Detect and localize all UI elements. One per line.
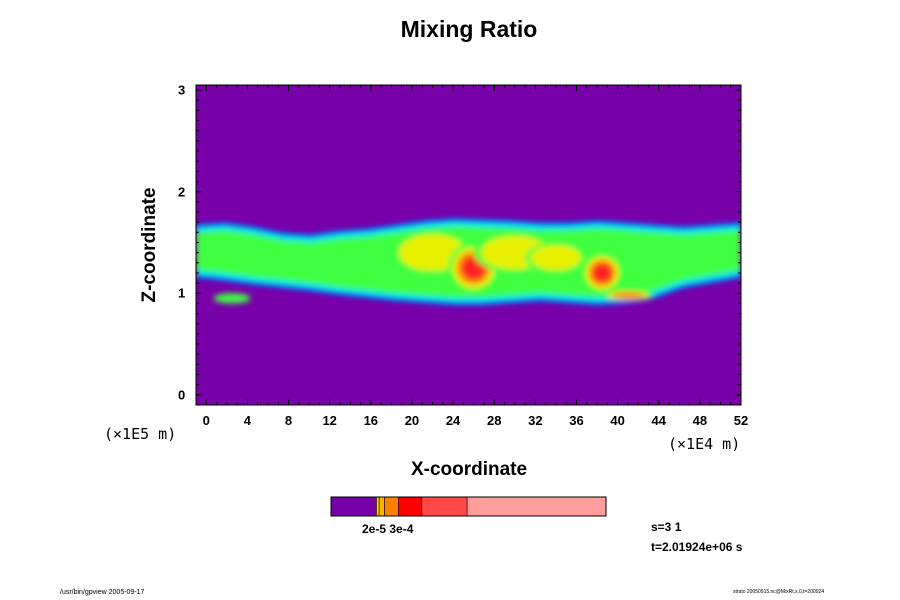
x-tick-label: 24 <box>445 413 461 428</box>
x-axis-unit: (×1E4 m) <box>668 435 741 453</box>
core-0-level-3 <box>213 293 251 304</box>
footer-source: strato 20050915.nc@MixRt,x,0,t=200924 <box>733 589 825 595</box>
x-tick-label: 48 <box>692 413 708 428</box>
chart-title: Mixing Ratio <box>400 16 538 42</box>
y-tick-label: 1 <box>178 285 186 301</box>
colorbar-segment-1 <box>376 496 380 517</box>
colorbar <box>330 496 607 517</box>
core-8-level-5 <box>611 292 645 299</box>
y-tick-label: 2 <box>178 184 186 200</box>
colorbar-segment-2 <box>378 496 385 517</box>
colorbar-frame <box>330 496 607 517</box>
footer-command: /usr/bin/gpview 2005-09-17 <box>60 589 145 596</box>
x-tick-label: 16 <box>363 413 379 428</box>
y-axis-unit: (×1E5 m) <box>104 425 177 443</box>
step-readout: s=3 1 <box>651 520 682 534</box>
core-7-level-6 <box>592 263 612 283</box>
plot-frame <box>195 84 742 406</box>
colorbar-segment-6 <box>466 496 607 517</box>
x-tick-label: 44 <box>651 413 666 428</box>
x-tick-label: 12 <box>322 413 337 428</box>
x-tick-label: 8 <box>284 413 293 428</box>
heatmap-field <box>196 218 741 306</box>
colorbar-segment-0 <box>330 496 377 517</box>
colorbar-label: 2e-5 3e-4 <box>362 522 414 536</box>
x-tick-label: 0 <box>202 413 210 428</box>
colorbar-segment-3 <box>384 496 399 517</box>
y-tick-label: 0 <box>178 387 186 403</box>
colorbar-segment-5 <box>421 496 468 517</box>
y-tick-label: 3 <box>178 82 186 98</box>
x-tick-label: 40 <box>610 413 625 428</box>
core-6-level-4 <box>530 245 582 271</box>
colorbar-segment-4 <box>398 496 423 517</box>
x-axis-label: X-coordinate <box>410 459 528 480</box>
time-readout: t=2.01924e+06 s <box>651 540 743 554</box>
x-tick-label: 52 <box>733 413 749 428</box>
axis-ticks <box>196 85 742 405</box>
x-tick-label: 36 <box>569 413 584 428</box>
x-tick-label: 32 <box>528 413 543 428</box>
x-tick-label: 4 <box>243 413 252 428</box>
x-tick-label: 28 <box>486 413 502 428</box>
x-tick-label: 20 <box>404 413 420 428</box>
